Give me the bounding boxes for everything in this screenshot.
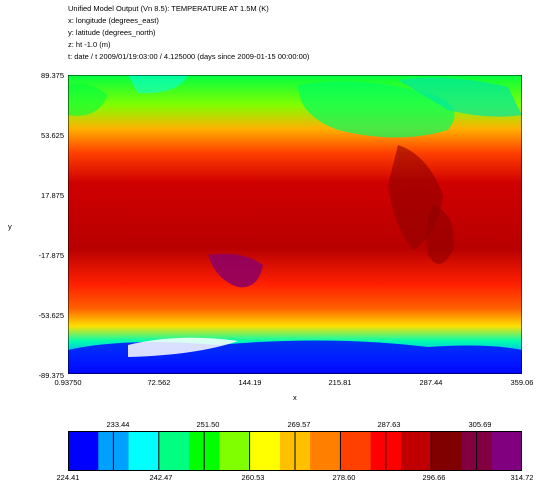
region-australia-hot — [208, 253, 263, 288]
colorbar-top-label: 251.50 — [196, 420, 220, 429]
colorbar-top-label: 269.57 — [287, 420, 311, 429]
colorbar-top-label: 287.63 — [377, 420, 401, 429]
colorbar-cell — [400, 431, 432, 471]
colorbar — [68, 431, 522, 471]
header-line-x: x: longitude (degrees_east) — [68, 16, 159, 25]
colorbar-bottom-label: 314.72 — [510, 473, 534, 482]
colorbar-bottom-label: 242.47 — [149, 473, 173, 482]
colorbar-cell — [431, 431, 462, 471]
colorbar-cells — [68, 431, 522, 471]
x-tick-label: 215.81 — [328, 378, 352, 387]
y-tick-label: -17.875 — [38, 251, 64, 260]
colorbar-top-label: 233.44 — [106, 420, 130, 429]
colorbar-cell — [219, 431, 251, 471]
colorbar-bottom-label: 224.41 — [56, 473, 80, 482]
header-line-y: y: latitude (degrees_north) — [68, 28, 156, 37]
colorbar-cell — [340, 431, 372, 471]
region-siberia-cold — [398, 77, 522, 117]
colorbar-top-label: 305.69 — [468, 420, 492, 429]
x-tick-label: 359.06 — [510, 378, 534, 387]
y-axis-title: y — [8, 222, 12, 231]
colorbar-cell — [310, 431, 341, 471]
colorbar-bottom-label: 278.60 — [332, 473, 356, 482]
x-tick-label: 287.44 — [419, 378, 443, 387]
region-antarctica-coldest — [128, 337, 238, 357]
colorbar-cell — [158, 431, 190, 471]
colorbar-cell — [249, 431, 281, 471]
header-line-t: t: date / t 2009/01/19:03:00 / 4.125000 … — [68, 52, 310, 61]
colorbar-frame — [68, 431, 522, 471]
header-line-z: z: ht -1.0 (m) — [68, 40, 111, 49]
x-tick-label: 72.562 — [147, 378, 171, 387]
colorbar-cell — [68, 431, 99, 471]
heatmap-background — [68, 75, 522, 374]
x-tick-label: 144.19 — [238, 378, 262, 387]
colorbar-cell — [491, 431, 522, 471]
y-tick-label: 53.625 — [41, 131, 64, 140]
region-eurasia-cold — [298, 81, 455, 138]
colorbar-cell — [128, 431, 160, 471]
y-tick-label: -89.375 — [38, 371, 64, 380]
colorbar-bottom-label: 296.66 — [422, 473, 446, 482]
y-tick-label: 89.375 — [41, 71, 64, 80]
x-tick-label: 0.93750 — [54, 378, 82, 387]
x-axis-title: x — [293, 393, 297, 402]
y-tick-label: 17.875 — [41, 191, 64, 200]
region-south-america-hot — [426, 205, 454, 264]
colorbar-bottom-label: 260.53 — [241, 473, 265, 482]
region-west-cold — [68, 83, 108, 116]
header-line-title: Unified Model Output (Vn 8.5): TEMPERATU… — [68, 4, 269, 13]
region-arctic-cold — [128, 75, 188, 94]
temperature-heatmap — [68, 75, 522, 374]
y-tick-label: -53.625 — [38, 311, 64, 320]
